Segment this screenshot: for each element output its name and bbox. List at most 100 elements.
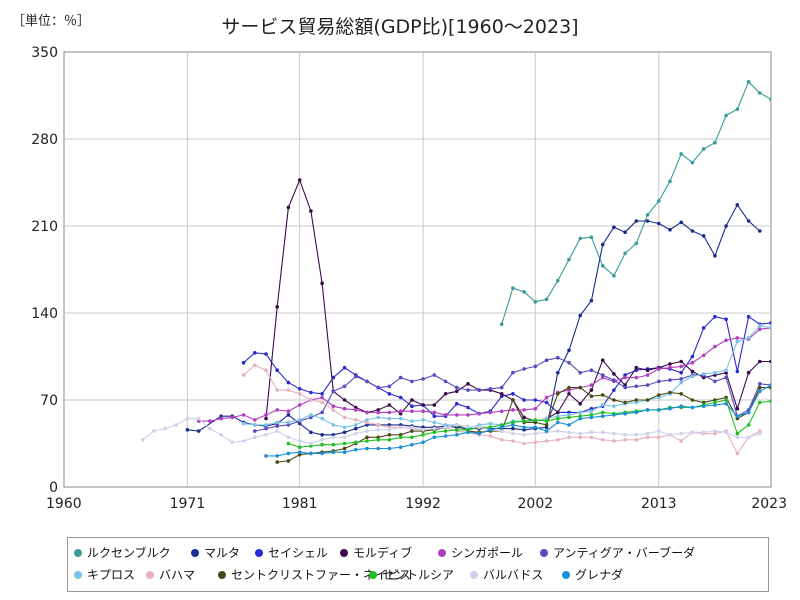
data-point xyxy=(657,435,661,440)
data-point xyxy=(410,435,414,440)
data-point xyxy=(511,420,515,425)
x-tick-label: 1971 xyxy=(170,496,206,512)
data-point xyxy=(253,363,257,368)
data-point xyxy=(701,372,706,376)
legend-marker xyxy=(438,548,446,557)
data-point xyxy=(578,236,582,241)
data-point xyxy=(533,440,538,445)
data-point xyxy=(544,423,549,427)
data-point xyxy=(264,454,268,458)
data-point xyxy=(758,389,762,394)
data-point xyxy=(668,390,672,395)
data-point xyxy=(331,389,336,394)
data-point xyxy=(320,392,324,396)
legend-label: キプロス xyxy=(87,568,136,582)
data-point xyxy=(387,416,392,421)
data-point xyxy=(443,379,448,384)
data-point xyxy=(724,398,728,402)
data-point xyxy=(331,435,336,440)
data-point xyxy=(387,384,392,389)
data-point xyxy=(589,409,594,414)
data-point xyxy=(320,395,324,400)
data-point xyxy=(376,446,381,451)
legend-label: ルクセンブルク xyxy=(87,546,171,560)
data-point xyxy=(533,406,538,411)
legend-label: セントルシア xyxy=(382,568,455,582)
data-point xyxy=(623,411,627,416)
data-point xyxy=(443,392,448,396)
data-point xyxy=(657,379,661,384)
data-point xyxy=(455,423,459,427)
x-tick-label: 2013 xyxy=(641,496,677,512)
data-point xyxy=(701,326,706,330)
data-point xyxy=(387,438,392,442)
data-point xyxy=(398,425,403,430)
data-point xyxy=(679,359,683,364)
legend-label: マルタ xyxy=(204,546,241,560)
data-point xyxy=(522,367,526,371)
data-point xyxy=(488,410,493,415)
data-point xyxy=(196,429,201,433)
data-point xyxy=(679,364,683,369)
data-point xyxy=(297,403,302,407)
chart-title: サービス貿易総額(GDP比)[1960～2023] xyxy=(221,16,579,38)
data-point xyxy=(174,423,178,427)
data-point xyxy=(600,438,605,442)
legend-item: バルバドス xyxy=(470,566,543,583)
data-point xyxy=(286,205,291,210)
legend-label: グレナダ xyxy=(575,568,624,582)
data-point xyxy=(455,385,459,390)
data-point xyxy=(758,91,762,95)
y-tick-label: 350 xyxy=(31,45,58,61)
data-point xyxy=(499,385,504,390)
data-point xyxy=(264,426,268,431)
data-point xyxy=(769,321,771,325)
data-point xyxy=(735,451,740,456)
data-point xyxy=(365,379,369,384)
data-point xyxy=(286,380,291,385)
data-point xyxy=(634,438,639,442)
legend-marker xyxy=(562,570,570,579)
data-point xyxy=(241,360,246,365)
data-point xyxy=(264,413,268,417)
data-point xyxy=(701,147,706,151)
data-point xyxy=(690,430,695,435)
data-point xyxy=(488,425,493,430)
data-point xyxy=(297,392,302,396)
data-point xyxy=(657,367,661,371)
data-point xyxy=(342,446,347,451)
data-point xyxy=(634,433,639,437)
data-point xyxy=(331,404,336,409)
data-point xyxy=(679,152,683,156)
data-point xyxy=(556,355,560,360)
data-point xyxy=(499,394,504,399)
data-point xyxy=(499,429,504,433)
data-point xyxy=(589,406,594,411)
data-point xyxy=(522,398,526,402)
legend-marker xyxy=(74,548,82,557)
data-point xyxy=(567,360,571,365)
data-point xyxy=(567,410,571,415)
data-point xyxy=(230,440,235,445)
series-line xyxy=(243,315,771,417)
data-point xyxy=(657,395,661,400)
data-point xyxy=(623,383,627,387)
data-point xyxy=(511,426,515,431)
data-point xyxy=(398,433,403,437)
data-point xyxy=(556,420,560,425)
data-point xyxy=(365,410,369,415)
data-point xyxy=(297,439,302,443)
data-point xyxy=(387,433,392,437)
data-point xyxy=(567,435,571,440)
data-point xyxy=(769,97,771,101)
data-point xyxy=(398,409,403,414)
data-point xyxy=(746,80,751,84)
data-point xyxy=(455,401,459,406)
plot-area xyxy=(63,51,772,488)
data-point xyxy=(758,382,762,386)
data-point xyxy=(556,429,560,433)
data-point xyxy=(657,221,661,226)
data-point xyxy=(612,372,616,376)
data-point xyxy=(612,225,616,229)
data-point xyxy=(376,435,381,440)
